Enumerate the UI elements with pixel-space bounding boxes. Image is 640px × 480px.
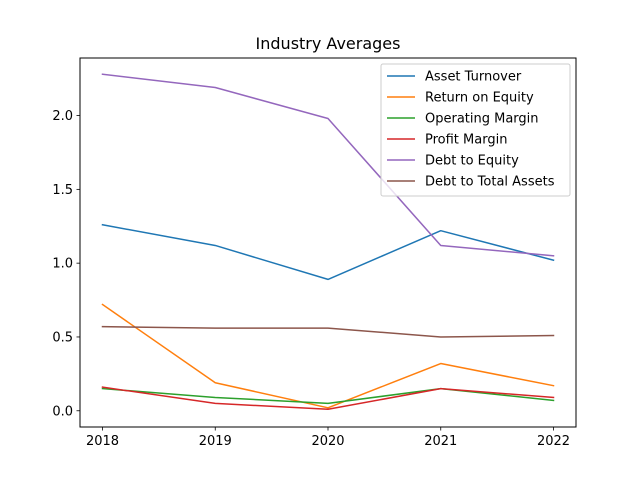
y-tick-label: 2.0 bbox=[52, 109, 73, 124]
y-tick-label: 0.0 bbox=[52, 404, 73, 419]
x-tick-label: 2020 bbox=[311, 434, 344, 449]
x-axis: 2018 2019 2020 2021 2022 bbox=[86, 427, 570, 449]
series-line-1 bbox=[101, 303, 555, 409]
y-tick-label: 1.0 bbox=[52, 257, 73, 272]
x-tick-label: 2021 bbox=[424, 434, 457, 449]
x-tick-label: 2019 bbox=[199, 434, 232, 449]
legend-box bbox=[380, 63, 571, 197]
y-tick-label: 1.5 bbox=[52, 183, 73, 198]
y-axis: 0.0 0.5 1.0 1.5 2.0 bbox=[52, 109, 80, 419]
legend: Asset Turnover Return on Equity Operating … bbox=[380, 63, 571, 197]
series-line-5 bbox=[101, 325, 555, 338]
legend-label: Profit Margin bbox=[425, 133, 507, 148]
chart-title: Industry Averages bbox=[256, 34, 401, 53]
series-line-4 bbox=[101, 73, 555, 257]
plot-lines bbox=[101, 73, 555, 411]
legend-label: Debt to Equity bbox=[425, 154, 519, 169]
series-line-3 bbox=[101, 386, 555, 411]
legend-label: Debt to Total Assets bbox=[425, 175, 555, 190]
series-line-0 bbox=[101, 223, 555, 281]
legend-label: Asset Turnover bbox=[425, 70, 522, 85]
y-tick-label: 0.5 bbox=[52, 330, 73, 345]
legend-label: Operating Margin bbox=[425, 112, 539, 127]
x-tick-label: 2022 bbox=[537, 434, 570, 449]
legend-label: Return on Equity bbox=[425, 91, 534, 106]
x-tick-label: 2018 bbox=[86, 434, 119, 449]
series-line-2 bbox=[101, 387, 555, 405]
